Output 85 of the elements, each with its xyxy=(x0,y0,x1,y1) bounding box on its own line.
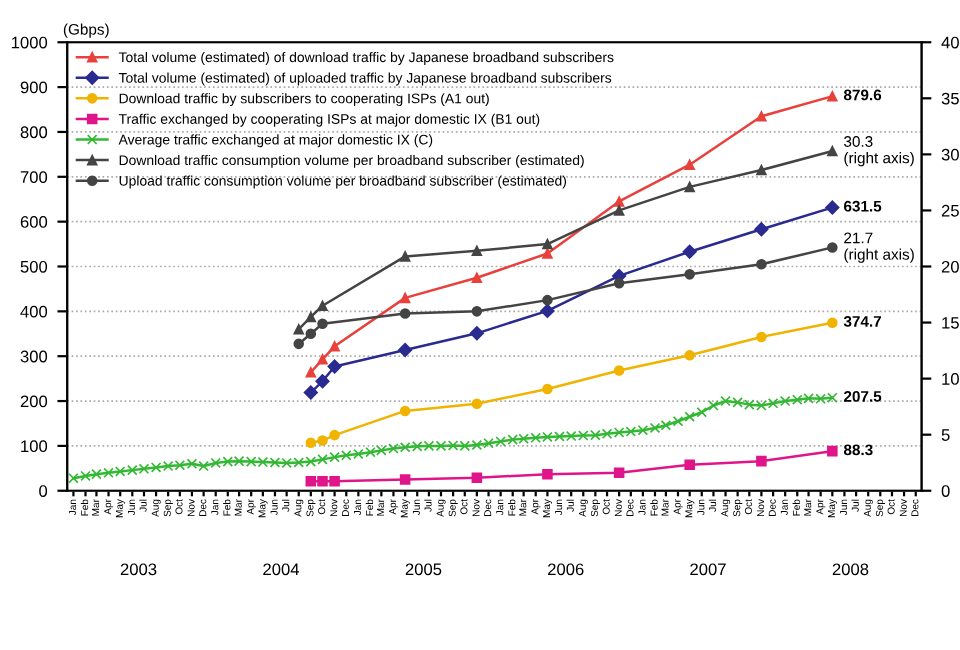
point xyxy=(327,359,342,374)
point xyxy=(613,365,625,376)
y-tick-label: 700 xyxy=(20,171,48,183)
y-tick-label: 0 xyxy=(39,485,48,497)
y2-tick-label: 35 xyxy=(941,92,959,105)
y2-tick-label: 15 xyxy=(942,317,959,329)
point xyxy=(754,222,769,237)
text: 2007 xyxy=(690,563,726,576)
text: 2006 xyxy=(548,563,584,576)
text: 2008 xyxy=(832,563,869,576)
point xyxy=(756,331,767,343)
y-tick-label: 500 xyxy=(20,260,48,273)
point xyxy=(399,251,411,262)
point xyxy=(293,324,305,335)
point xyxy=(305,437,317,449)
point xyxy=(542,383,553,395)
point xyxy=(305,328,317,340)
point xyxy=(542,248,553,259)
point xyxy=(471,272,483,283)
y2-tick-label: 25 xyxy=(941,204,959,217)
point xyxy=(315,374,330,389)
y2-tick-label: 40 xyxy=(941,36,959,49)
y-tick-label: 600 xyxy=(20,216,48,228)
point xyxy=(756,164,767,176)
point xyxy=(399,308,411,319)
y-tick-label: 1000 xyxy=(11,36,48,49)
y2-tick-label: 30 xyxy=(941,148,959,161)
y-tick-label: 300 xyxy=(20,350,48,363)
point xyxy=(399,474,411,485)
point xyxy=(684,459,695,471)
point xyxy=(471,306,483,317)
point xyxy=(399,292,411,304)
point xyxy=(317,476,328,487)
point xyxy=(827,445,838,457)
point xyxy=(825,200,840,215)
point xyxy=(471,245,483,257)
y-tick-label: 100 xyxy=(21,440,48,453)
point xyxy=(756,110,767,122)
point xyxy=(542,468,553,480)
point xyxy=(303,385,318,400)
point xyxy=(756,455,767,467)
y-tick-label: 800 xyxy=(20,126,48,139)
point xyxy=(317,300,328,312)
point xyxy=(329,429,340,441)
point xyxy=(317,318,328,329)
point xyxy=(399,405,411,417)
point xyxy=(827,242,838,253)
point xyxy=(613,196,625,207)
y2-tick-label: 20 xyxy=(941,260,959,273)
y-tick-label: 900 xyxy=(20,81,48,94)
point xyxy=(827,317,838,328)
text: 2005 xyxy=(405,563,442,576)
point xyxy=(542,294,553,306)
y-tick-label: 200 xyxy=(20,395,48,408)
point xyxy=(684,350,695,361)
point xyxy=(398,342,413,358)
point xyxy=(471,472,483,484)
point xyxy=(293,338,305,350)
y2-tick-label: 10 xyxy=(942,373,959,385)
point xyxy=(827,90,838,102)
text: 2004 xyxy=(263,563,300,576)
point xyxy=(542,238,553,250)
point xyxy=(684,269,695,280)
point xyxy=(684,159,695,170)
point xyxy=(613,205,625,216)
point xyxy=(317,435,328,446)
y2-tick-label: 0 xyxy=(941,485,950,497)
point xyxy=(317,354,328,365)
y-tick-label: 400 xyxy=(20,305,48,318)
point xyxy=(305,311,317,323)
y2-tick-label: 5 xyxy=(941,429,950,441)
point xyxy=(540,303,555,319)
point xyxy=(329,476,340,487)
point xyxy=(613,278,625,289)
point xyxy=(329,341,340,352)
text: 2003 xyxy=(120,563,157,576)
point xyxy=(682,244,697,259)
point xyxy=(613,467,625,479)
point xyxy=(756,258,767,270)
point xyxy=(827,145,838,157)
point xyxy=(471,398,483,410)
point xyxy=(469,326,484,341)
point xyxy=(684,181,695,193)
point xyxy=(305,476,317,487)
point xyxy=(305,367,317,378)
